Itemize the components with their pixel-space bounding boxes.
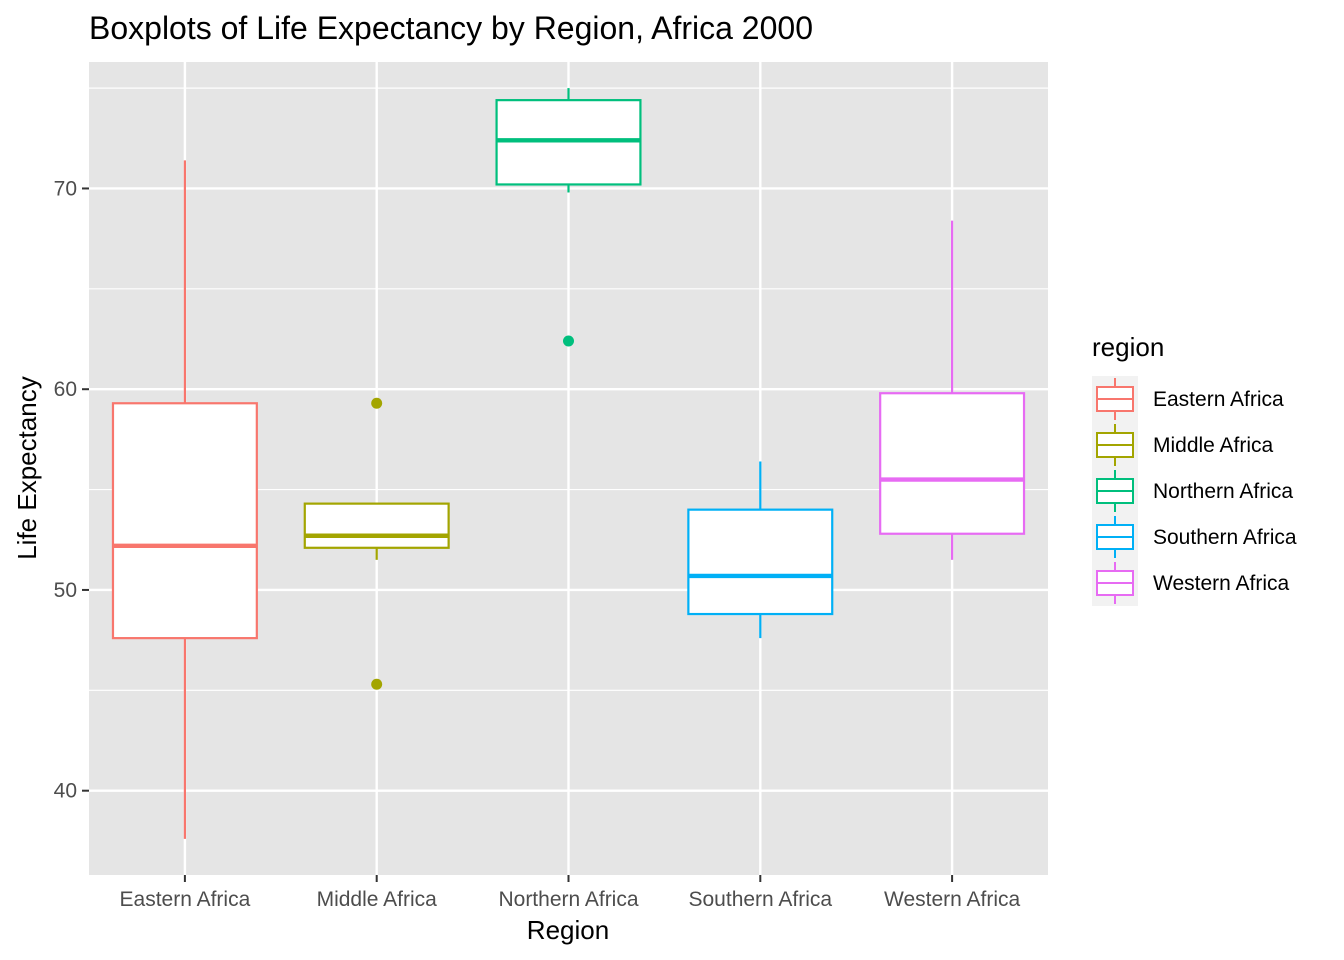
legend-label: Eastern Africa <box>1153 388 1284 411</box>
x-axis-title: Region <box>527 915 609 945</box>
box-southern-africa <box>687 461 834 639</box>
box-middle-africa <box>303 397 450 690</box>
axes: 40 50 60 70 Eastern Africa Middle Africa North… <box>54 177 1021 911</box>
box-iqr <box>303 502 450 549</box>
legend-item: Western Africa <box>1096 562 1289 604</box>
legend-label: Middle Africa <box>1153 434 1274 457</box>
x-tick-label: Southern Africa <box>689 888 833 911</box>
x-tick-label: Northern Africa <box>498 888 638 911</box>
box-northern-africa <box>495 88 642 347</box>
box-western-africa <box>879 220 1026 560</box>
x-tick-label: Middle Africa <box>317 888 438 911</box>
y-tick-label: 70 <box>54 177 77 200</box>
legend-item: Middle Africa <box>1096 424 1274 466</box>
boxes <box>111 88 1026 839</box>
box-iqr <box>879 392 1026 535</box>
legend-item: Northern Africa <box>1096 470 1293 512</box>
box-eastern-africa <box>111 160 258 839</box>
y-tick-label: 50 <box>54 579 77 602</box>
legend-label: Southern Africa <box>1153 526 1297 549</box>
y-tick-label: 60 <box>54 378 77 401</box>
legend: region Eastern Africa Middle Africa Northe… <box>1092 332 1297 606</box>
chart-title: Boxplots of Life Expectancy by Region, A… <box>89 10 813 46</box>
box-iqr <box>111 402 258 640</box>
y-tick-label: 40 <box>54 780 77 803</box>
legend-label: Western Africa <box>1153 572 1289 595</box>
y-axis-title: Life Expectancy <box>12 376 42 560</box>
legend-title: region <box>1092 332 1164 362</box>
outlier-point <box>563 335 574 347</box>
outlier-point <box>371 397 383 409</box>
legend-item: Eastern Africa <box>1096 378 1284 420</box>
legend-item: Southern Africa <box>1096 516 1297 558</box>
outlier-point <box>371 678 383 690</box>
legend-label: Northern Africa <box>1153 480 1293 503</box>
box-iqr <box>687 508 834 616</box>
x-tick-label: Eastern Africa <box>120 888 251 911</box>
x-tick-label: Western Africa <box>884 888 1020 911</box>
